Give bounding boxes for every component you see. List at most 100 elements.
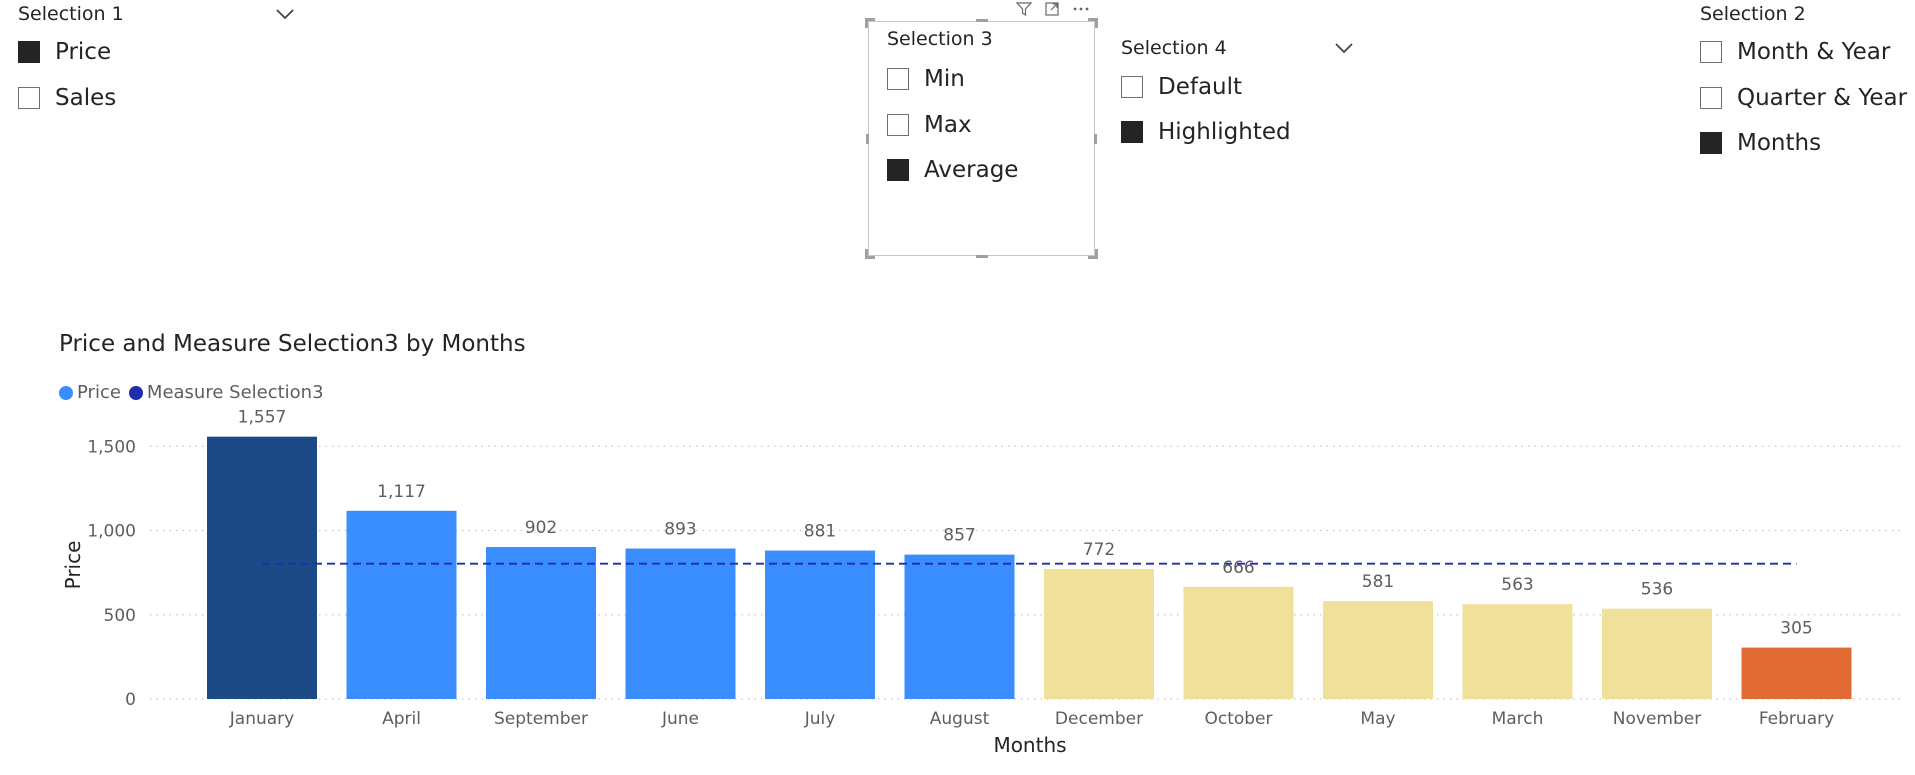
selection4-title: Selection 4	[1121, 37, 1227, 59]
selection1-option-sales[interactable]: Sales	[18, 85, 116, 111]
data-label: 1,557	[238, 408, 287, 428]
checkbox-unchecked[interactable]	[1121, 76, 1143, 98]
resize-handle[interactable]	[1088, 256, 1098, 259]
resize-handle[interactable]	[865, 18, 868, 28]
option-label: Quarter & Year	[1737, 85, 1908, 111]
checkbox-unchecked[interactable]	[1700, 87, 1722, 109]
bar-january[interactable]	[207, 436, 317, 699]
y-axis-ticks: 0 500 1,000 1,500	[87, 437, 136, 710]
checkbox-checked[interactable]	[887, 159, 909, 181]
option-label: Min	[924, 66, 965, 92]
option-label: Months	[1737, 130, 1822, 156]
y-tick-label: 0	[125, 690, 136, 710]
x-tick-label: September	[494, 709, 588, 729]
resize-handle[interactable]	[865, 249, 868, 259]
legend-item-price[interactable]: Price	[59, 382, 121, 403]
resize-handle[interactable]	[865, 18, 875, 21]
bar-april[interactable]	[346, 510, 457, 699]
checkbox-checked[interactable]	[1700, 132, 1722, 154]
resize-handle[interactable]	[1094, 134, 1097, 144]
selection3-visual-frame	[865, 18, 1098, 259]
resize-handle[interactable]	[1095, 18, 1098, 28]
bar-october[interactable]	[1183, 586, 1294, 699]
y-tick-label: 1,000	[87, 522, 136, 542]
data-label: 893	[664, 520, 696, 540]
resize-handle[interactable]	[865, 256, 875, 259]
selection1-title: Selection 1	[18, 3, 124, 25]
y-tick-label: 500	[104, 606, 136, 626]
selection2-option-quarter-year[interactable]: Quarter & Year	[1700, 85, 1907, 111]
resize-handle[interactable]	[1088, 18, 1098, 21]
checkbox-checked[interactable]	[18, 41, 40, 63]
x-tick-label: January	[229, 709, 294, 729]
data-label: 772	[1083, 540, 1115, 560]
bar-february[interactable]	[1741, 647, 1852, 699]
selection1-option-price[interactable]: Price	[18, 39, 111, 65]
data-label: 666	[1222, 558, 1254, 578]
x-tick-label: April	[382, 709, 421, 729]
data-label: 563	[1501, 575, 1533, 595]
selection2-option-months[interactable]: Months	[1700, 130, 1821, 156]
x-tick-label: June	[661, 709, 699, 729]
selection4-header[interactable]: Selection 4	[1121, 37, 1353, 59]
x-tick-label: October	[1204, 709, 1272, 729]
legend-item-measure-selection3[interactable]: Measure Selection3	[128, 382, 324, 403]
resize-handle[interactable]	[976, 19, 988, 22]
selection1-header[interactable]: Selection 1	[18, 3, 294, 25]
selection2-option-month-year[interactable]: Month & Year	[1700, 39, 1890, 65]
x-tick-label: February	[1759, 709, 1834, 729]
checkbox-unchecked[interactable]	[887, 114, 909, 136]
checkbox-checked[interactable]	[1121, 121, 1143, 143]
data-label: 536	[1641, 580, 1673, 600]
selection3-option-min[interactable]: Min	[887, 66, 965, 92]
data-label: 881	[804, 522, 836, 542]
option-label: Max	[924, 112, 972, 138]
legend-label: Price	[77, 382, 121, 403]
legend-dot	[59, 385, 73, 400]
checkbox-unchecked[interactable]	[1700, 41, 1722, 63]
selection1-slicer: Selection 1 Price Sales	[18, 0, 294, 120]
resize-handle[interactable]	[866, 134, 869, 144]
checkbox-unchecked[interactable]	[887, 68, 909, 90]
resize-handle[interactable]	[976, 255, 988, 258]
legend-label: Measure Selection3	[146, 382, 324, 403]
x-tick-label: July	[804, 709, 836, 729]
selection3-option-max[interactable]: Max	[887, 112, 972, 138]
chevron-down-icon[interactable]	[276, 8, 294, 20]
filter-icon[interactable]	[1016, 1, 1032, 17]
selection3-option-average[interactable]: Average	[887, 157, 1018, 183]
selection3-title: Selection 3	[887, 28, 993, 50]
x-tick-label: May	[1360, 709, 1395, 729]
y-tick-label: 1,500	[87, 437, 136, 457]
selection3-slicer: Selection 3 Min Max Average	[887, 28, 1087, 228]
bar-december[interactable]	[1044, 568, 1154, 699]
selection4-option-highlighted[interactable]: Highlighted	[1121, 119, 1291, 145]
bar-may[interactable]	[1323, 601, 1433, 699]
x-tick-label: March	[1492, 709, 1544, 729]
checkbox-unchecked[interactable]	[18, 87, 40, 109]
more-options-icon[interactable]	[1072, 1, 1090, 17]
selection4-slicer: Selection 4 Default Highlighted	[1121, 0, 1353, 150]
y-axis-title: Price	[61, 541, 85, 590]
resize-handle[interactable]	[1095, 249, 1098, 259]
selection3-header: Selection 3	[887, 28, 993, 50]
selection4-option-default[interactable]: Default	[1121, 74, 1242, 100]
data-label: 305	[1780, 619, 1812, 639]
data-label: 581	[1362, 572, 1394, 592]
bar-july[interactable]	[765, 550, 875, 699]
selection2-title: Selection 2	[1700, 3, 1806, 25]
selection2-header: Selection 2	[1700, 3, 1806, 25]
bar-march[interactable]	[1462, 604, 1573, 699]
bars	[207, 436, 1852, 699]
visual-header-toolbar	[1016, 0, 1096, 18]
bar-november[interactable]	[1602, 608, 1712, 699]
bar-august[interactable]	[904, 554, 1015, 699]
bar-september[interactable]	[486, 547, 596, 699]
option-label: Highlighted	[1158, 119, 1291, 145]
bar-june[interactable]	[625, 548, 736, 699]
data-label: 902	[525, 518, 557, 538]
chevron-down-icon[interactable]	[1335, 42, 1353, 54]
chart-legend: Price Measure Selection3	[59, 382, 332, 403]
focus-mode-icon[interactable]	[1044, 1, 1060, 17]
